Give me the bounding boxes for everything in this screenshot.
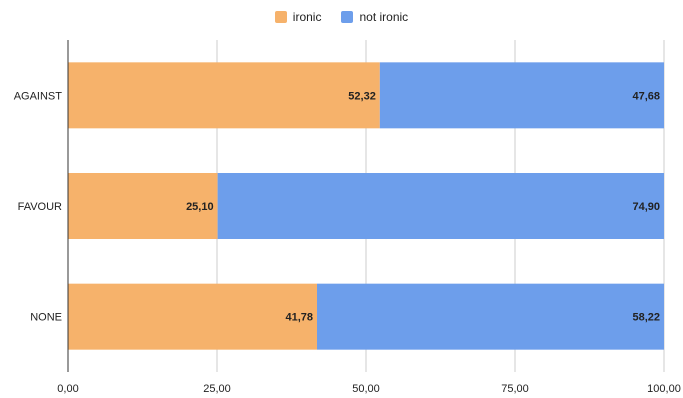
bar-none-ironic [68,283,318,350]
bar-against-not-ironic [379,62,664,129]
data-label-favour-not-ironic: 74,90 [632,201,660,213]
x-tick-label-3: 75,00 [501,383,529,395]
legend: ironic not ironic [0,10,683,24]
x-tick-label-2: 50,00 [352,383,380,395]
data-label-against-not-ironic: 47,68 [632,90,660,102]
bar-favour-not-ironic [217,173,664,239]
legend-item-not-ironic[interactable]: not ironic [341,10,408,24]
legend-item-ironic[interactable]: ironic [274,10,322,24]
data-label-against-ironic: 52,32 [348,90,376,102]
data-label-favour-ironic: 25,10 [186,201,214,213]
category-label-against: AGAINST [14,90,63,102]
bar-favour-ironic [68,173,218,239]
legend-swatch-ironic [274,11,287,23]
category-label-favour: FAVOUR [18,201,62,213]
x-tick-label-0: 0,00 [57,383,78,395]
x-tick-label-1: 25,00 [203,383,231,395]
category-label-none: NONE [30,312,62,324]
data-label-none-ironic: 41,78 [285,312,313,324]
legend-label-not-ironic: not ironic [359,10,409,24]
bar-none-not-ironic [317,283,664,350]
bar-against-ironic [68,62,380,129]
x-tick-label-4: 100,00 [647,383,681,395]
legend-label-ironic: ironic [292,10,322,24]
data-label-none-not-ironic: 58,22 [632,312,660,324]
legend-swatch-not-ironic [341,11,354,23]
